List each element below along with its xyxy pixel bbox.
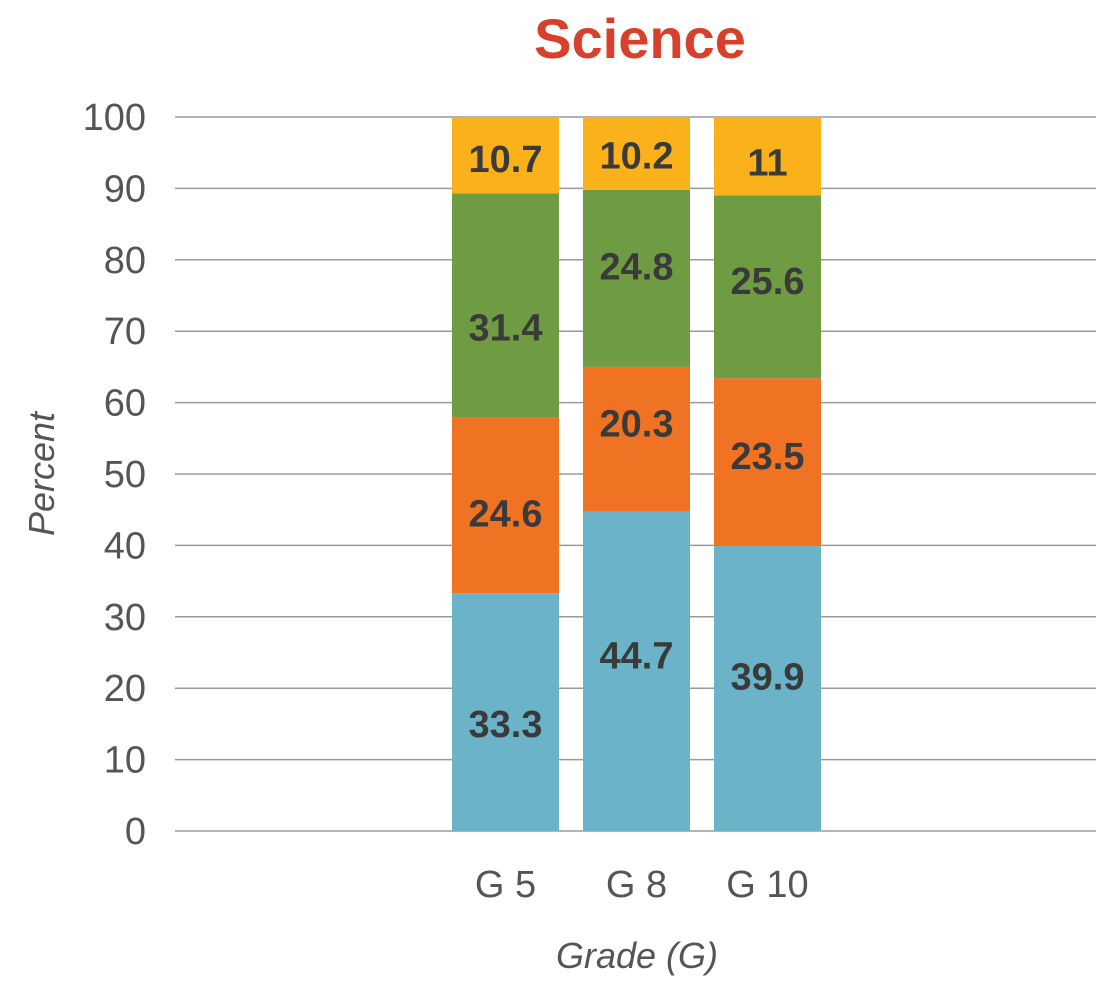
bar-segment bbox=[452, 193, 559, 418]
data-label: 31.4 bbox=[469, 307, 543, 349]
data-label: 23.5 bbox=[731, 436, 805, 478]
data-label: 25.6 bbox=[731, 261, 805, 303]
bar-segment bbox=[583, 511, 690, 831]
data-labels: 33.3 24.6 31.4 10.7 44.7 20.3 24.8 10.2 39.9 23.5… bbox=[469, 135, 805, 746]
x-axis-label: Grade (G) bbox=[556, 935, 718, 976]
data-label: 24.6 bbox=[469, 493, 543, 535]
bar-segment bbox=[583, 189, 690, 367]
bar-segment bbox=[714, 378, 821, 547]
x-tick-label: G 10 bbox=[726, 864, 808, 906]
data-label: 24.8 bbox=[600, 246, 674, 288]
data-label: 11 bbox=[747, 142, 787, 184]
y-tick-label: 70 bbox=[104, 311, 146, 353]
x-axis-ticks: G 5 G 8 G 10 bbox=[475, 864, 809, 906]
data-label: 20.3 bbox=[600, 403, 674, 445]
bar-segment bbox=[452, 117, 559, 194]
bar-segment bbox=[714, 195, 821, 379]
x-tick-label: G 5 bbox=[475, 864, 536, 906]
data-label: 10.7 bbox=[469, 139, 543, 181]
y-tick-label: 0 bbox=[125, 811, 146, 853]
data-label: 10.2 bbox=[600, 135, 674, 177]
bar-segment bbox=[583, 366, 690, 512]
x-tick-label: G 8 bbox=[606, 864, 667, 906]
y-tick-label: 50 bbox=[104, 454, 146, 496]
data-label: 44.7 bbox=[600, 635, 674, 677]
data-label: 39.9 bbox=[731, 657, 805, 699]
bar-segment bbox=[452, 593, 559, 831]
bar-segment bbox=[714, 117, 821, 196]
data-label: 33.3 bbox=[469, 704, 543, 746]
y-tick-label: 10 bbox=[104, 740, 146, 782]
y-tick-label: 80 bbox=[104, 240, 146, 282]
y-tick-label: 90 bbox=[104, 168, 146, 210]
y-axis-ticks: 0 10 20 30 40 50 60 70 80 90 100 bbox=[83, 97, 146, 853]
bars bbox=[452, 117, 821, 831]
bar-segment bbox=[452, 417, 559, 594]
y-tick-label: 40 bbox=[104, 525, 146, 567]
y-tick-label: 30 bbox=[104, 597, 146, 639]
y-tick-label: 60 bbox=[104, 383, 146, 425]
y-tick-label: 20 bbox=[104, 668, 146, 710]
bar-segment bbox=[583, 117, 690, 190]
y-tick-label: 100 bbox=[83, 97, 146, 139]
chart-title: Science bbox=[534, 7, 746, 70]
bar-segment bbox=[714, 546, 821, 831]
y-axis-label: Percent bbox=[21, 410, 62, 536]
